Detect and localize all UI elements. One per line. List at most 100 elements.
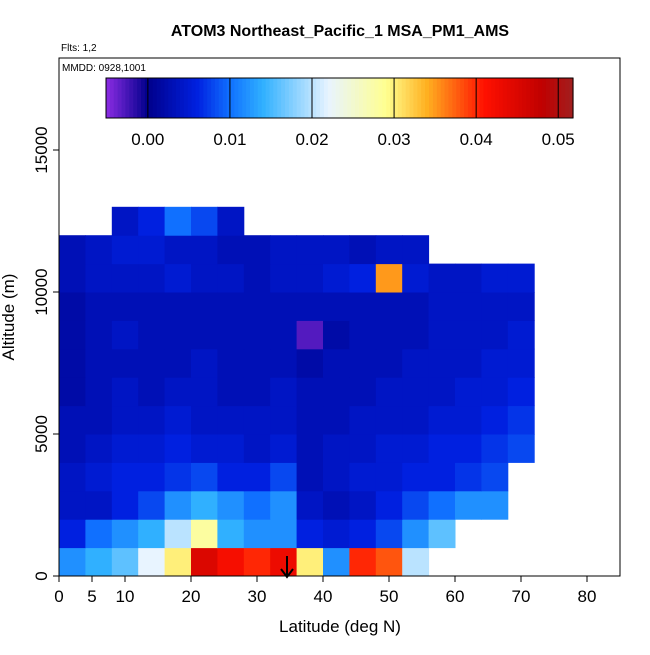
heat-cell bbox=[59, 292, 86, 321]
colorbar-swatch bbox=[203, 78, 208, 118]
heat-cell bbox=[270, 235, 298, 265]
heat-cell bbox=[323, 462, 350, 492]
heat-cell bbox=[270, 348, 298, 378]
heat-cell bbox=[402, 547, 430, 577]
x-tick-label: 70 bbox=[512, 587, 531, 606]
heat-cell bbox=[428, 377, 456, 407]
colorbar-tick-label: 0.01 bbox=[213, 130, 246, 149]
heat-cell bbox=[375, 434, 403, 463]
heat-cell bbox=[111, 235, 139, 265]
heat-cell bbox=[349, 235, 377, 265]
colorbar-swatch bbox=[129, 78, 134, 118]
heat-cell bbox=[243, 519, 271, 549]
colorbar-swatch bbox=[137, 78, 142, 118]
heat-cell bbox=[85, 547, 113, 577]
heat-cell bbox=[164, 377, 192, 407]
flights-note: Flts: 1,2 bbox=[61, 43, 97, 54]
colorbar-swatch bbox=[522, 78, 527, 118]
heat-cell bbox=[111, 206, 139, 236]
heat-cell bbox=[164, 434, 192, 463]
colorbar-swatch bbox=[393, 78, 399, 118]
colorbar-swatch bbox=[362, 78, 368, 118]
heat-cell bbox=[59, 519, 86, 549]
heat-cell bbox=[428, 490, 456, 520]
y-tick-label: 10000 bbox=[32, 268, 51, 315]
heat-cell bbox=[323, 320, 350, 350]
heat-cell bbox=[349, 263, 377, 293]
heat-cell bbox=[111, 519, 139, 549]
heat-cell bbox=[349, 547, 377, 577]
colorbar-swatch bbox=[370, 78, 376, 118]
colorbar-swatch bbox=[479, 78, 485, 118]
colorbar-swatch bbox=[269, 78, 274, 118]
colorbar-swatch bbox=[281, 78, 286, 118]
heat-cell bbox=[59, 263, 86, 293]
heat-cell bbox=[323, 405, 350, 435]
heat-cell bbox=[507, 263, 535, 293]
heat-cell bbox=[375, 235, 403, 265]
colorbar-swatch bbox=[374, 78, 380, 118]
heat-cell bbox=[481, 263, 509, 293]
heat-cell bbox=[59, 320, 86, 350]
heat-cell bbox=[191, 348, 218, 378]
colorbar-swatch bbox=[495, 78, 500, 118]
colorbar-swatch bbox=[230, 78, 236, 118]
heat-cell bbox=[243, 405, 271, 435]
colorbar-swatch bbox=[460, 78, 465, 118]
colorbar-swatch bbox=[510, 78, 516, 118]
x-tick-label: 80 bbox=[578, 587, 597, 606]
heat-cell bbox=[243, 377, 271, 407]
heat-cell bbox=[375, 320, 403, 350]
y-tick-label: 15000 bbox=[32, 126, 51, 173]
heat-cell bbox=[323, 547, 350, 577]
x-tick-label: 50 bbox=[380, 587, 399, 606]
heat-cell bbox=[164, 519, 192, 549]
heat-cell bbox=[481, 462, 509, 492]
heat-cell bbox=[375, 547, 403, 577]
heat-cell bbox=[270, 434, 298, 463]
colorbar-swatch bbox=[537, 78, 543, 118]
heat-cell bbox=[323, 490, 350, 520]
heat-cell bbox=[402, 434, 430, 463]
heat-cell bbox=[111, 462, 139, 492]
heat-cell bbox=[164, 320, 192, 350]
heat-cell bbox=[507, 434, 535, 463]
colorbar-swatch bbox=[191, 78, 197, 118]
colorbar-swatch bbox=[277, 78, 282, 118]
heat-cell bbox=[402, 235, 430, 265]
heat-cell bbox=[270, 263, 298, 293]
heat-cell bbox=[270, 490, 298, 520]
heat-cell bbox=[349, 519, 377, 549]
colorbar: 0.00 0.01 0.02 0.03 0.04 0.05 bbox=[105, 77, 575, 149]
heat-cell bbox=[296, 547, 324, 577]
heat-cell bbox=[138, 405, 166, 435]
colorbar-swatch bbox=[386, 78, 391, 118]
colorbar-swatch bbox=[456, 78, 461, 118]
heat-cell bbox=[191, 377, 218, 407]
heat-cell bbox=[138, 292, 166, 321]
colorbar-swatch bbox=[285, 78, 290, 118]
heat-cell bbox=[402, 405, 430, 435]
colorbar-swatch bbox=[288, 78, 294, 118]
colorbar-swatch bbox=[405, 78, 411, 118]
colorbar-swatch bbox=[214, 78, 220, 118]
heat-cell bbox=[85, 519, 113, 549]
heat-cell bbox=[191, 405, 218, 435]
heat-cell bbox=[323, 377, 350, 407]
heat-cell bbox=[217, 263, 245, 293]
heat-cell bbox=[375, 348, 403, 378]
colorbar-swatch bbox=[304, 78, 309, 118]
colorbar-swatch bbox=[378, 78, 383, 118]
heat-cell bbox=[270, 292, 298, 321]
colorbar-swatch bbox=[464, 78, 469, 118]
heat-cell bbox=[217, 547, 245, 577]
colorbar-swatch bbox=[530, 78, 535, 118]
chart-title: ATOM3 Northeast_Pacific_1 MSA_PM1_AMS bbox=[171, 23, 510, 40]
x-tick-label: 60 bbox=[446, 587, 465, 606]
heat-cell bbox=[243, 434, 271, 463]
heat-cell bbox=[138, 547, 166, 577]
heat-cell bbox=[402, 519, 430, 549]
colorbar-swatch bbox=[292, 78, 298, 118]
heat-cell bbox=[138, 377, 166, 407]
heat-cell bbox=[349, 434, 377, 463]
